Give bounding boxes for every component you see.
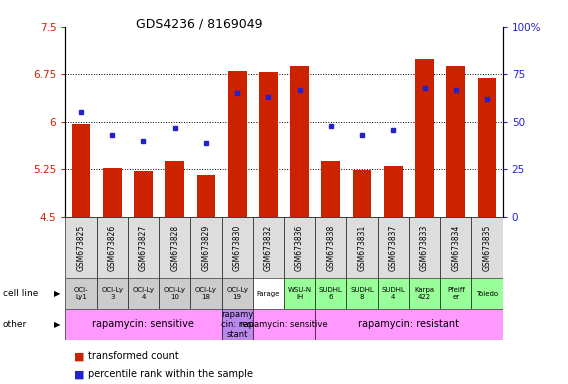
Text: other: other (3, 320, 27, 329)
Bar (222, 278, 253, 309)
Bar (190, 278, 222, 309)
Bar (321, 161, 340, 217)
Bar (315, 217, 346, 278)
Bar (159, 217, 190, 278)
Text: ■: ■ (74, 351, 84, 361)
Text: Karpa
422: Karpa 422 (415, 287, 435, 300)
Text: WSU-N
IH: WSU-N IH (287, 287, 312, 300)
Text: SUDHL
8: SUDHL 8 (350, 287, 374, 300)
Text: Pfeiff
er: Pfeiff er (447, 287, 465, 300)
Text: GSM673827: GSM673827 (139, 225, 148, 271)
Text: Toledo: Toledo (476, 291, 498, 297)
Text: GSM673836: GSM673836 (295, 225, 304, 271)
Bar (197, 174, 215, 217)
Text: ■: ■ (74, 369, 84, 379)
Text: transformed count: transformed count (88, 351, 179, 361)
Bar (471, 278, 503, 309)
Text: OCI-Ly
10: OCI-Ly 10 (164, 287, 186, 300)
Bar (384, 166, 403, 217)
Text: OCI-Ly
3: OCI-Ly 3 (101, 287, 123, 300)
Bar (315, 309, 503, 340)
Bar (290, 66, 309, 217)
Bar (159, 278, 190, 309)
Bar (353, 170, 371, 217)
Text: SUDHL
4: SUDHL 4 (381, 287, 406, 300)
Bar (478, 78, 496, 217)
Bar (72, 124, 90, 217)
Bar (165, 161, 184, 217)
Bar (65, 278, 97, 309)
Bar (222, 217, 253, 278)
Bar (409, 217, 440, 278)
Text: GSM673833: GSM673833 (420, 225, 429, 271)
Text: Farage: Farage (257, 291, 280, 297)
Bar (253, 278, 284, 309)
Bar (415, 59, 434, 217)
Bar (378, 278, 409, 309)
Bar (409, 278, 440, 309)
Bar (103, 167, 122, 217)
Text: rapamycin: sensitive: rapamycin: sensitive (93, 319, 194, 329)
Bar (378, 217, 409, 278)
Bar (446, 66, 465, 217)
Bar (65, 217, 97, 278)
Bar (128, 217, 159, 278)
Bar (259, 73, 278, 217)
Text: GSM673831: GSM673831 (358, 225, 366, 271)
Bar (97, 217, 128, 278)
Text: GSM673828: GSM673828 (170, 225, 179, 271)
Bar (190, 217, 222, 278)
Bar (346, 278, 378, 309)
Text: OCI-
Ly1: OCI- Ly1 (74, 287, 88, 300)
Text: SUDHL
6: SUDHL 6 (319, 287, 343, 300)
Text: GSM673829: GSM673829 (202, 225, 210, 271)
Text: OCI-Ly
18: OCI-Ly 18 (195, 287, 217, 300)
Bar (346, 217, 378, 278)
Text: GSM673837: GSM673837 (389, 225, 398, 271)
Text: GSM673835: GSM673835 (483, 225, 491, 271)
Text: GDS4236 / 8169049: GDS4236 / 8169049 (136, 17, 263, 30)
Text: rapamycin: sensitive: rapamycin: sensitive (240, 320, 328, 329)
Bar (222, 309, 253, 340)
Bar (284, 278, 315, 309)
Text: GSM673834: GSM673834 (452, 225, 460, 271)
Text: rapamy
cin: resi
stant: rapamy cin: resi stant (220, 310, 254, 339)
Text: rapamycin: resistant: rapamycin: resistant (358, 319, 460, 329)
Bar (253, 309, 315, 340)
Text: percentile rank within the sample: percentile rank within the sample (88, 369, 253, 379)
Bar (97, 278, 128, 309)
Text: OCI-Ly
4: OCI-Ly 4 (132, 287, 154, 300)
Bar (315, 278, 346, 309)
Bar (471, 217, 503, 278)
Bar (134, 171, 153, 217)
Text: GSM673830: GSM673830 (233, 225, 241, 271)
Bar (253, 217, 284, 278)
Bar (284, 217, 315, 278)
Text: ▶: ▶ (54, 320, 60, 329)
Bar (440, 278, 471, 309)
Text: OCI-Ly
19: OCI-Ly 19 (226, 287, 248, 300)
Text: GSM673825: GSM673825 (77, 225, 85, 271)
Text: GSM673838: GSM673838 (327, 225, 335, 271)
Bar (228, 71, 247, 217)
Text: GSM673832: GSM673832 (264, 225, 273, 271)
Text: GSM673826: GSM673826 (108, 225, 116, 271)
Bar (65, 309, 222, 340)
Bar (128, 278, 159, 309)
Text: ▶: ▶ (54, 289, 60, 298)
Bar (440, 217, 471, 278)
Text: cell line: cell line (3, 289, 38, 298)
